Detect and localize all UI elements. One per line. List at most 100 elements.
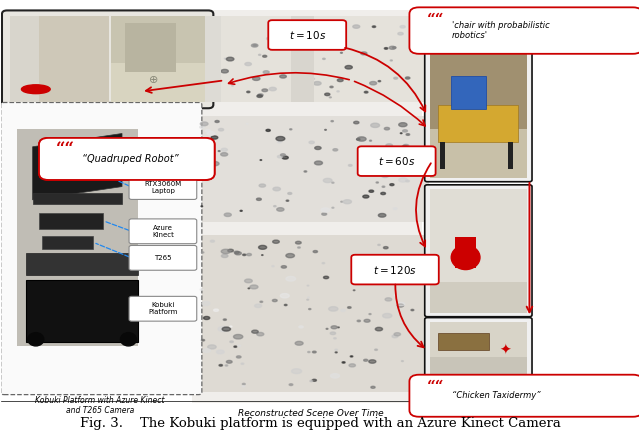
Ellipse shape bbox=[329, 307, 338, 311]
FancyBboxPatch shape bbox=[430, 321, 527, 377]
FancyBboxPatch shape bbox=[430, 282, 527, 313]
Ellipse shape bbox=[276, 136, 285, 141]
Ellipse shape bbox=[200, 126, 204, 128]
Text: Kobuki Platform with Azure Kinect
and T265 Camera: Kobuki Platform with Azure Kinect and T2… bbox=[35, 396, 164, 415]
Ellipse shape bbox=[312, 351, 316, 353]
Ellipse shape bbox=[230, 341, 234, 343]
Ellipse shape bbox=[269, 87, 276, 91]
FancyBboxPatch shape bbox=[351, 255, 439, 285]
Ellipse shape bbox=[350, 356, 353, 357]
Ellipse shape bbox=[369, 313, 371, 314]
Ellipse shape bbox=[257, 95, 262, 97]
Ellipse shape bbox=[280, 154, 285, 156]
Ellipse shape bbox=[314, 161, 323, 165]
Text: ““: ““ bbox=[427, 380, 444, 393]
Ellipse shape bbox=[224, 213, 231, 217]
Ellipse shape bbox=[273, 187, 280, 191]
Ellipse shape bbox=[403, 144, 409, 147]
FancyBboxPatch shape bbox=[425, 50, 532, 182]
Ellipse shape bbox=[291, 369, 301, 374]
Ellipse shape bbox=[381, 192, 385, 194]
Ellipse shape bbox=[385, 127, 390, 130]
FancyBboxPatch shape bbox=[438, 105, 518, 143]
Ellipse shape bbox=[28, 333, 44, 346]
FancyBboxPatch shape bbox=[410, 8, 640, 54]
Ellipse shape bbox=[335, 352, 337, 353]
Text: T265: T265 bbox=[154, 255, 172, 261]
Ellipse shape bbox=[234, 346, 237, 347]
FancyBboxPatch shape bbox=[39, 138, 214, 180]
Ellipse shape bbox=[356, 139, 360, 140]
Text: “Chicken Taxidermy”: “Chicken Taxidermy” bbox=[452, 391, 541, 400]
Ellipse shape bbox=[315, 147, 321, 150]
Ellipse shape bbox=[406, 134, 410, 135]
Ellipse shape bbox=[308, 352, 310, 353]
Ellipse shape bbox=[331, 326, 337, 329]
Ellipse shape bbox=[205, 50, 211, 52]
FancyBboxPatch shape bbox=[440, 143, 445, 169]
Text: ✦: ✦ bbox=[499, 343, 511, 357]
Ellipse shape bbox=[335, 349, 337, 350]
Ellipse shape bbox=[337, 79, 343, 82]
Ellipse shape bbox=[243, 254, 246, 256]
Ellipse shape bbox=[333, 149, 338, 151]
Ellipse shape bbox=[209, 21, 216, 24]
Ellipse shape bbox=[397, 304, 404, 307]
Ellipse shape bbox=[378, 171, 383, 173]
Ellipse shape bbox=[290, 129, 292, 130]
Ellipse shape bbox=[321, 208, 330, 212]
Ellipse shape bbox=[204, 317, 210, 320]
Ellipse shape bbox=[241, 363, 244, 365]
FancyBboxPatch shape bbox=[129, 174, 196, 199]
FancyBboxPatch shape bbox=[430, 54, 527, 178]
Ellipse shape bbox=[284, 304, 287, 305]
Polygon shape bbox=[33, 134, 122, 200]
Ellipse shape bbox=[394, 77, 397, 79]
Ellipse shape bbox=[389, 46, 396, 49]
Ellipse shape bbox=[451, 245, 480, 270]
Ellipse shape bbox=[214, 309, 218, 311]
Ellipse shape bbox=[371, 123, 380, 127]
FancyBboxPatch shape bbox=[33, 193, 122, 204]
Ellipse shape bbox=[212, 18, 218, 21]
Ellipse shape bbox=[288, 193, 292, 194]
Text: Fig. 3.    The Kobuki platform is equipped with an Azure Kinect Camera: Fig. 3. The Kobuki platform is equipped … bbox=[79, 417, 561, 430]
Ellipse shape bbox=[266, 129, 270, 131]
Ellipse shape bbox=[390, 184, 394, 186]
Ellipse shape bbox=[225, 58, 226, 59]
Ellipse shape bbox=[257, 198, 261, 200]
Ellipse shape bbox=[357, 320, 360, 322]
FancyBboxPatch shape bbox=[430, 357, 527, 377]
Ellipse shape bbox=[383, 313, 392, 318]
Ellipse shape bbox=[392, 47, 396, 48]
Ellipse shape bbox=[202, 301, 210, 305]
Ellipse shape bbox=[304, 171, 307, 172]
Ellipse shape bbox=[276, 47, 281, 49]
Ellipse shape bbox=[310, 41, 313, 43]
Ellipse shape bbox=[228, 249, 234, 252]
Ellipse shape bbox=[211, 240, 214, 242]
FancyBboxPatch shape bbox=[192, 116, 429, 222]
Ellipse shape bbox=[244, 279, 252, 283]
Ellipse shape bbox=[215, 120, 219, 123]
Ellipse shape bbox=[330, 97, 332, 98]
Ellipse shape bbox=[353, 25, 360, 28]
Ellipse shape bbox=[204, 47, 207, 48]
Ellipse shape bbox=[206, 74, 213, 78]
Ellipse shape bbox=[258, 94, 263, 96]
Ellipse shape bbox=[323, 178, 332, 182]
Ellipse shape bbox=[281, 266, 287, 268]
Ellipse shape bbox=[392, 335, 398, 338]
Ellipse shape bbox=[273, 240, 279, 243]
Ellipse shape bbox=[313, 78, 315, 79]
Ellipse shape bbox=[372, 26, 376, 28]
Ellipse shape bbox=[330, 374, 340, 378]
Ellipse shape bbox=[286, 254, 294, 258]
Ellipse shape bbox=[312, 379, 316, 381]
Ellipse shape bbox=[397, 302, 405, 306]
Ellipse shape bbox=[323, 276, 329, 279]
Ellipse shape bbox=[242, 386, 244, 387]
Text: ““: ““ bbox=[56, 141, 76, 158]
Ellipse shape bbox=[378, 244, 380, 246]
Ellipse shape bbox=[340, 201, 342, 202]
